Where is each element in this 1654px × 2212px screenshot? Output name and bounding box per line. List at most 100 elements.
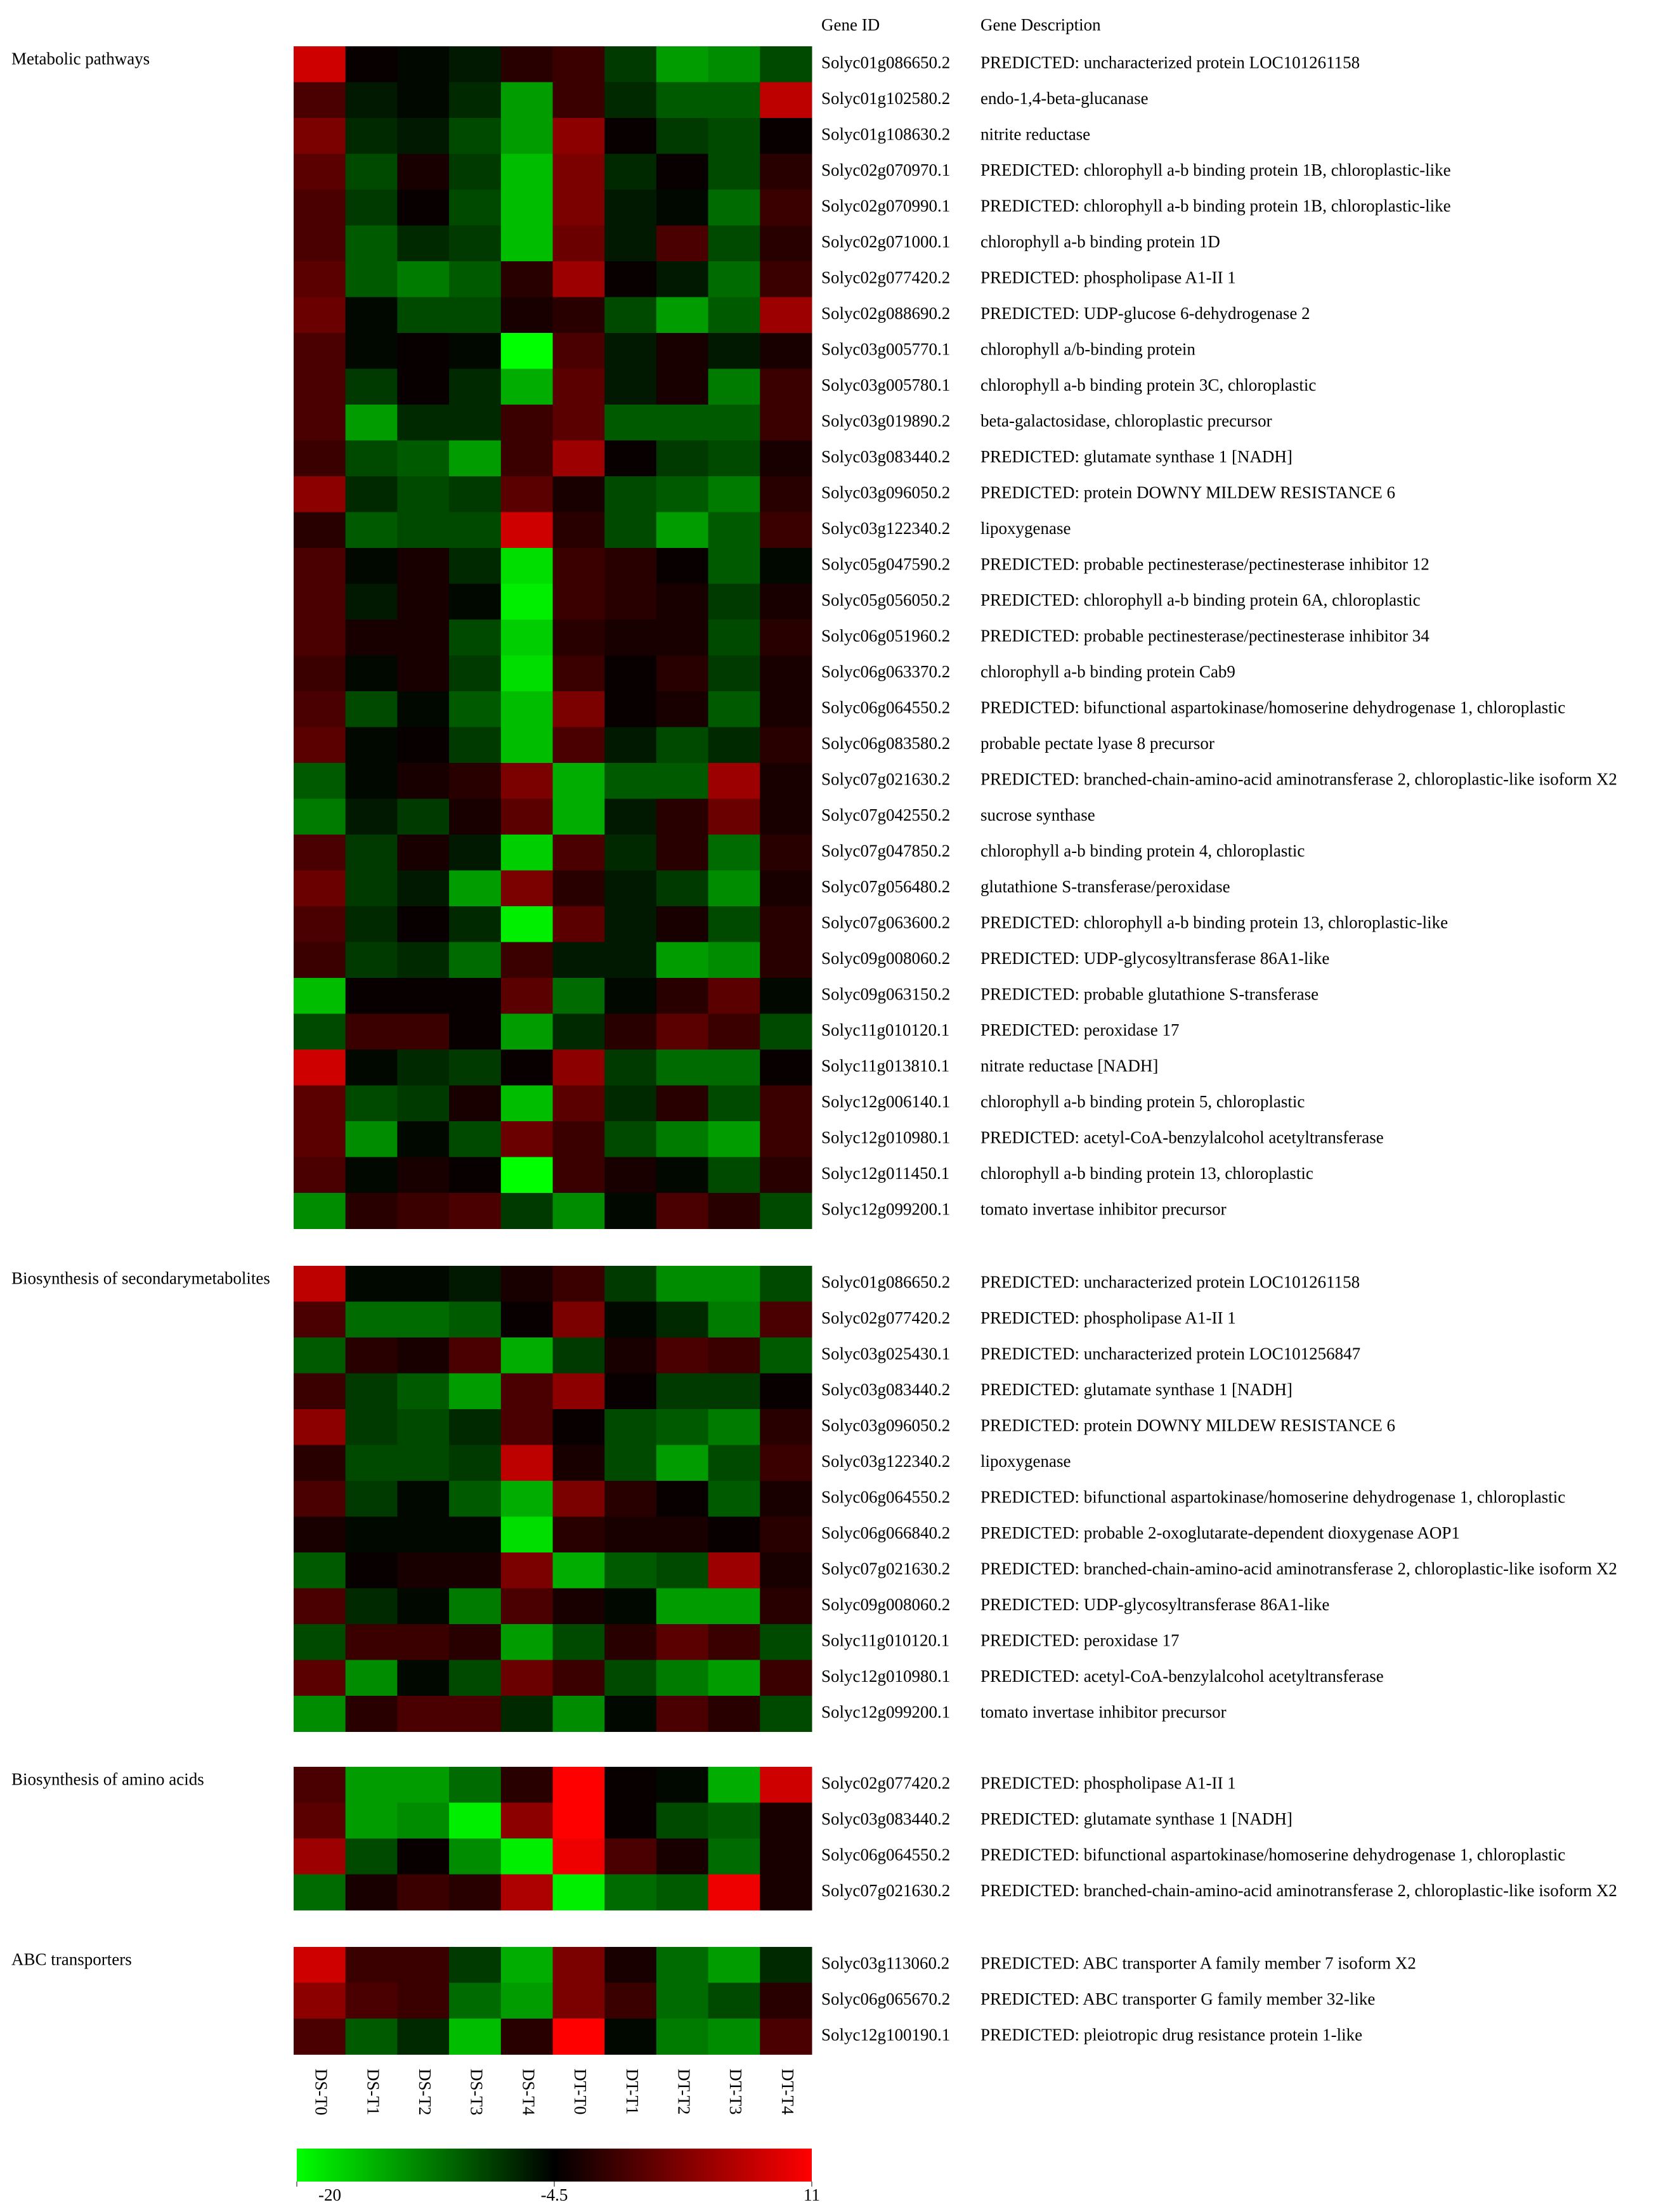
gene-description: PREDICTED: uncharacterized protein LOC10… bbox=[980, 1272, 1360, 1291]
heat-cell bbox=[449, 1838, 502, 1875]
heat-cell bbox=[397, 1588, 450, 1625]
heat-cell bbox=[604, 261, 657, 297]
heat-cell bbox=[500, 727, 553, 764]
heat-cell bbox=[345, 1050, 398, 1086]
heat-cell bbox=[552, 1373, 605, 1410]
heat-cell bbox=[294, 405, 346, 441]
gene-description: PREDICTED: probable pectinesterase/pecti… bbox=[980, 626, 1429, 645]
heat-cell bbox=[604, 512, 657, 549]
heat-cell bbox=[656, 906, 709, 942]
heat-cell bbox=[345, 118, 398, 154]
heat-cell bbox=[294, 1373, 346, 1410]
heat-cell bbox=[708, 153, 760, 190]
gene-description: lipoxygenase bbox=[980, 519, 1071, 538]
heat-cell bbox=[500, 798, 553, 835]
heat-cell bbox=[656, 1767, 709, 1803]
heat-cell bbox=[500, 655, 553, 692]
heat-cell bbox=[397, 46, 450, 82]
heat-cell bbox=[604, 153, 657, 190]
colorbar-tick-label: 11 bbox=[804, 2185, 820, 2204]
heat-cell bbox=[397, 225, 450, 262]
heat-cell bbox=[708, 1301, 760, 1338]
heat-cell bbox=[760, 798, 812, 835]
heat-cell bbox=[345, 1874, 398, 1911]
heat-cell bbox=[345, 190, 398, 226]
heat-cell bbox=[500, 691, 553, 727]
gene-id: Solyc12g099200.1 bbox=[821, 1702, 950, 1721]
heat-cell bbox=[656, 942, 709, 979]
gene-id: Solyc02g071000.1 bbox=[821, 232, 950, 251]
heat-cell bbox=[656, 1085, 709, 1122]
heat-cell bbox=[552, 620, 605, 656]
heat-cell bbox=[294, 978, 346, 1014]
heat-cell bbox=[345, 620, 398, 656]
heat-cell bbox=[449, 1085, 502, 1122]
gene-id: Solyc05g047590.2 bbox=[821, 554, 950, 573]
heat-cell bbox=[345, 1588, 398, 1625]
gene-description: endo-1,4-beta-glucanase bbox=[980, 89, 1149, 108]
heat-cell bbox=[397, 1552, 450, 1589]
gene-id: Solyc07g021630.2 bbox=[821, 1881, 950, 1900]
heat-cell bbox=[294, 1085, 346, 1122]
gene-description: PREDICTED: acetyl-CoA-benzylalcohol acet… bbox=[980, 1128, 1384, 1147]
heat-cell bbox=[397, 190, 450, 226]
heat-cell bbox=[552, 906, 605, 942]
heat-cell bbox=[552, 1481, 605, 1517]
heat-cell bbox=[397, 1838, 450, 1875]
heat-cell bbox=[345, 153, 398, 190]
heat-cell bbox=[760, 1373, 812, 1410]
heat-cell bbox=[760, 82, 812, 119]
heat-cell bbox=[500, 153, 553, 190]
heat-cell bbox=[449, 333, 502, 369]
heat-cell bbox=[760, 333, 812, 369]
heat-cell bbox=[449, 978, 502, 1014]
heat-cell bbox=[397, 1337, 450, 1374]
heat-cell bbox=[552, 46, 605, 82]
heat-cell bbox=[708, 1660, 760, 1696]
gene-description: PREDICTED: UDP-glycosyltransferase 86A1-… bbox=[980, 949, 1329, 968]
gene-description: PREDICTED: UDP-glycosyltransferase 86A1-… bbox=[980, 1595, 1329, 1614]
heat-cell bbox=[500, 118, 553, 154]
heat-cell bbox=[449, 583, 502, 620]
heat-cell bbox=[760, 1445, 812, 1481]
heat-cell bbox=[708, 655, 760, 692]
heat-cell bbox=[500, 1838, 553, 1875]
heat-cell bbox=[345, 405, 398, 441]
gene-id: Solyc12g010980.1 bbox=[821, 1128, 950, 1147]
heat-cell bbox=[500, 763, 553, 799]
heat-cell bbox=[656, 691, 709, 727]
heat-cell bbox=[604, 835, 657, 871]
heat-cell bbox=[397, 368, 450, 405]
heat-cell bbox=[449, 942, 502, 979]
gene-id: Solyc02g077420.2 bbox=[821, 1308, 950, 1327]
heat-cell bbox=[294, 333, 346, 369]
heat-cell bbox=[294, 512, 346, 549]
heat-cell bbox=[345, 46, 398, 82]
heat-cell bbox=[294, 1121, 346, 1157]
heat-cell bbox=[656, 1802, 709, 1839]
heat-cell bbox=[449, 1013, 502, 1050]
heat-cell bbox=[552, 512, 605, 549]
heat-cell bbox=[552, 82, 605, 119]
heat-cell bbox=[397, 512, 450, 549]
heat-cell bbox=[604, 405, 657, 441]
gene-id: Solyc03g019890.2 bbox=[821, 411, 950, 430]
heat-cell bbox=[760, 1409, 812, 1445]
heat-cell bbox=[656, 655, 709, 692]
heat-cell bbox=[604, 691, 657, 727]
heat-cell bbox=[294, 835, 346, 871]
heat-cell bbox=[760, 153, 812, 190]
heat-cell bbox=[604, 727, 657, 764]
heat-cell bbox=[345, 1767, 398, 1803]
heat-cell bbox=[708, 691, 760, 727]
heat-cell bbox=[708, 1874, 760, 1911]
gene-description: PREDICTED: acetyl-CoA-benzylalcohol acet… bbox=[980, 1667, 1384, 1686]
heat-cell bbox=[656, 1660, 709, 1696]
heat-cell bbox=[294, 906, 346, 942]
group-label: Metabolic pathways bbox=[11, 49, 150, 68]
heat-cell bbox=[500, 548, 553, 584]
heat-cell bbox=[294, 153, 346, 190]
heat-cell bbox=[345, 835, 398, 871]
heat-cell bbox=[708, 46, 760, 82]
heat-cell bbox=[760, 512, 812, 549]
